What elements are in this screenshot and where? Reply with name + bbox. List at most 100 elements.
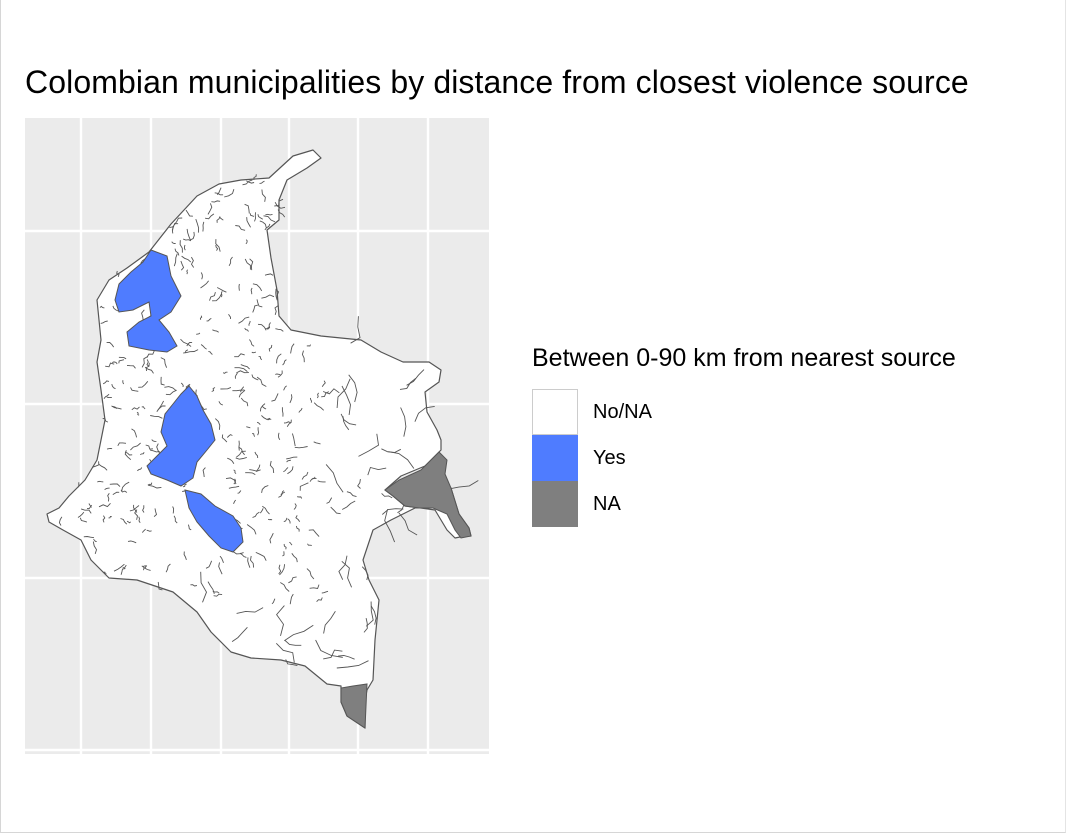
municipality-boundary: [58, 516, 63, 526]
municipality-boundary: [99, 305, 105, 309]
municipality-boundary: [267, 322, 271, 330]
municipality-boundary: [316, 597, 323, 603]
municipality-boundary: [102, 515, 106, 523]
municipality-boundary: [160, 376, 165, 386]
municipality-boundary: [257, 427, 260, 436]
legend-label-yes: Yes: [593, 447, 626, 469]
municipality-boundary: [137, 467, 143, 472]
municipality-boundary: [341, 500, 356, 510]
municipality-boundary: [259, 220, 267, 228]
municipality-boundary: [400, 407, 407, 437]
municipality-boundary: [216, 287, 227, 293]
municipality-boundary: [209, 291, 216, 301]
municipality-boundary: [141, 309, 145, 322]
municipality-boundary: [98, 463, 108, 471]
municipality-boundary: [244, 258, 251, 270]
municipality-boundary: [213, 593, 223, 597]
legend-item-na: NA: [532, 481, 956, 527]
municipality-boundary: [226, 434, 233, 438]
colombia-map: [46, 149, 479, 729]
municipality-boundary: [189, 231, 195, 241]
legend-swatch-na: [532, 481, 578, 527]
municipality-boundary: [118, 356, 127, 360]
municipality-boundary: [103, 571, 107, 575]
municipality-boundary: [98, 502, 111, 508]
municipality-boundary: [237, 490, 242, 494]
municipality-boundary: [341, 560, 353, 588]
municipality-boundary: [255, 551, 267, 561]
municipality-boundary: [186, 269, 188, 275]
municipality-boundary: [174, 217, 183, 225]
municipality-boundary: [141, 356, 148, 368]
municipality-boundary: [289, 541, 293, 546]
municipality-boundary: [187, 524, 192, 531]
municipality-boundary: [283, 517, 288, 523]
municipality-boundary: [104, 487, 110, 490]
municipality-boundary: [120, 489, 128, 493]
municipality-boundary: [388, 451, 415, 469]
municipality-boundary: [291, 553, 298, 563]
municipality-boundary: [363, 618, 368, 633]
municipality-boundary: [251, 351, 257, 354]
municipality-boundary: [274, 305, 279, 316]
legend-item-yes: Yes: [532, 435, 956, 481]
municipality-boundary: [321, 590, 329, 594]
municipality-boundary: [250, 555, 255, 568]
municipality-boundary: [298, 407, 303, 413]
municipality-boundary: [214, 192, 224, 196]
municipality-boundary: [180, 260, 185, 271]
municipality-boundary: [398, 512, 418, 536]
municipality-boundary: [259, 508, 264, 514]
municipality-boundary: [315, 639, 343, 658]
municipality-boundary: [215, 239, 221, 252]
municipality-boundary: [121, 481, 130, 492]
municipality-boundary: [278, 564, 282, 575]
municipality-boundary: [248, 320, 251, 326]
legend-label-no-na: No/NA: [593, 401, 652, 423]
municipality-boundary: [183, 349, 189, 354]
municipality-boundary: [264, 223, 271, 231]
legend-label-na: NA: [593, 493, 621, 515]
municipality-boundary: [173, 515, 178, 524]
municipality-boundary: [384, 509, 396, 543]
municipality-boundary: [265, 213, 273, 216]
municipality-boundary: [280, 490, 285, 496]
municipality-boundary: [287, 518, 291, 524]
municipality-boundary: [271, 598, 276, 605]
municipality-boundary: [268, 344, 273, 352]
municipality-boundary: [275, 642, 295, 663]
municipality-boundary: [182, 483, 187, 488]
municipality-boundary: [309, 477, 317, 482]
municipality-boundary: [358, 433, 379, 457]
municipality-boundary: [317, 480, 326, 483]
municipality-boundary: [336, 378, 351, 409]
municipality-boundary: [136, 411, 140, 416]
municipality-boundary: [240, 397, 249, 407]
municipality-boundary: [180, 382, 184, 388]
municipality-boundary: [246, 426, 251, 429]
municipality-boundary: [212, 293, 222, 302]
municipality-boundary: [316, 392, 319, 399]
municipality-boundary: [185, 349, 199, 354]
municipality-boundary: [370, 605, 377, 625]
municipality-boundary: [282, 359, 287, 366]
municipality-boundary: [180, 338, 192, 347]
municipality-boundary: [220, 291, 223, 298]
municipality-boundary: [382, 508, 404, 515]
municipality-boundary: [142, 505, 145, 513]
municipality-boundary: [228, 485, 240, 489]
municipality-boundary: [313, 402, 325, 411]
municipality-boundary: [196, 332, 201, 335]
municipality-boundary: [234, 367, 248, 372]
municipality-boundary: [244, 327, 249, 332]
municipality-boundary: [294, 446, 308, 449]
municipality-boundary: [236, 450, 246, 458]
municipality-boundary: [234, 353, 245, 358]
municipality-boundary: [276, 353, 282, 364]
municipality-boundary: [283, 467, 289, 473]
municipality-boundary: [218, 401, 224, 406]
municipality-boundary: [186, 341, 193, 347]
municipality-boundary: [271, 393, 279, 402]
municipality-boundary: [186, 228, 191, 241]
